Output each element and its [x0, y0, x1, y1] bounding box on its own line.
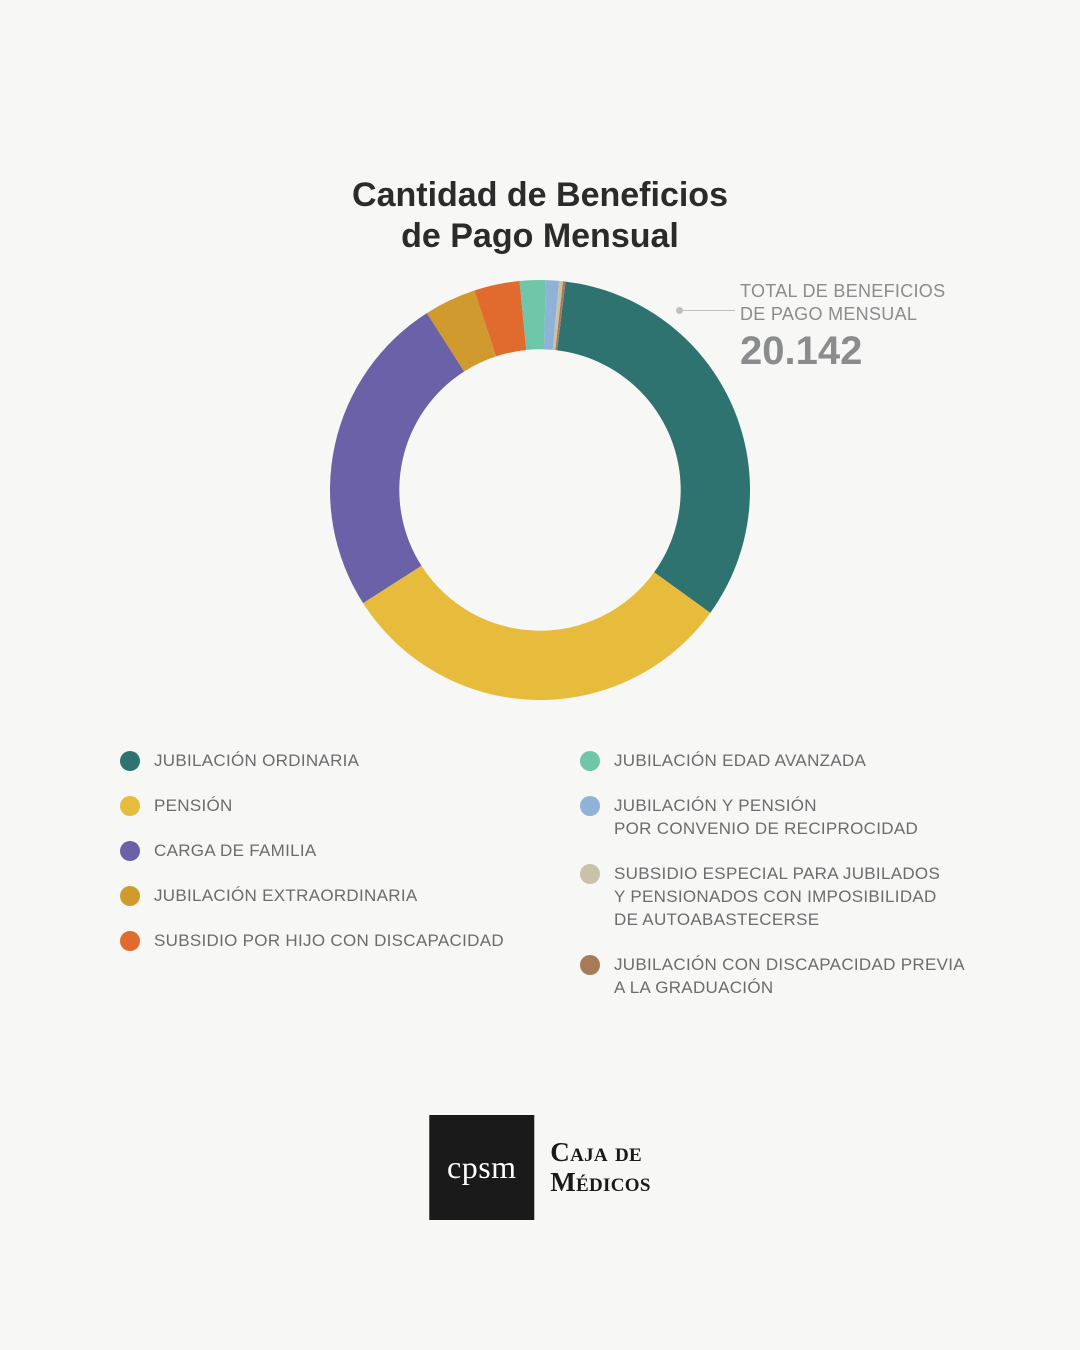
legend-label: JUBILACIÓN EXTRAORDINARIA [154, 885, 418, 908]
donut-segment-jubilacion_ordinaria [557, 282, 750, 613]
legend-label: JUBILACIÓN Y PENSIÓNPOR CONVENIO DE RECI… [614, 795, 918, 841]
donut-segment-pension [363, 566, 710, 700]
legend-label: JUBILACIÓN EDAD AVANZADA [614, 750, 866, 773]
total-callout: TOTAL DE BENEFICIOS DE PAGO MENSUAL 20.1… [740, 280, 1020, 374]
legend-column-1: JUBILACIÓN ORDINARIA PENSIÓN CARGA DE FAMI… [120, 750, 540, 1000]
chart-title: Cantidad de Beneficios de Pago Mensual [0, 175, 1080, 257]
legend-item: PENSIÓN [120, 795, 540, 818]
legend-label: SUBSIDIO ESPECIAL PARA JUBILADOSY PENSIO… [614, 863, 940, 932]
legend-column-2: JUBILACIÓN EDAD AVANZADA JUBILACIÓN Y PEN… [580, 750, 1000, 1000]
donut-segment-carga_de_familia [330, 313, 464, 603]
legend-swatch [580, 864, 600, 884]
callout-value: 20.142 [740, 329, 1020, 374]
legend-item: JUBILACIÓN CON DISCAPACIDAD PREVIAA LA G… [580, 954, 1000, 1000]
legend-item: SUBSIDIO ESPECIAL PARA JUBILADOSY PENSIO… [580, 863, 1000, 932]
legend-item: JUBILACIÓN EXTRAORDINARIA [120, 885, 540, 908]
donut-chart-svg [330, 280, 750, 700]
title-line-1: Cantidad de Beneficios [352, 176, 728, 214]
title-line-2: de Pago Mensual [401, 217, 679, 255]
callout-label-line-1: TOTAL DE BENEFICIOS [740, 281, 945, 301]
legend-swatch [580, 955, 600, 975]
legend-item: JUBILACIÓN Y PENSIÓNPOR CONVENIO DE RECI… [580, 795, 1000, 841]
legend-label: CARGA DE FAMILIA [154, 840, 317, 863]
legend-swatch [580, 751, 600, 771]
legend-swatch [120, 886, 140, 906]
logo-text: Caja de Médicos [550, 1138, 650, 1197]
footer-logo: cpsm Caja de Médicos [429, 1115, 650, 1220]
legend-item: JUBILACIÓN ORDINARIA [120, 750, 540, 773]
logo-text-line-2: Médicos [550, 1168, 650, 1198]
callout-label: TOTAL DE BENEFICIOS DE PAGO MENSUAL [740, 280, 1020, 325]
legend-swatch [120, 751, 140, 771]
legend-item: SUBSIDIO POR HIJO CON DISCAPACIDAD [120, 930, 540, 953]
callout-leader-dot [676, 307, 683, 314]
infographic-container: Cantidad de Beneficios de Pago Mensual T… [0, 0, 1080, 1350]
legend-swatch [120, 841, 140, 861]
legend-item: CARGA DE FAMILIA [120, 840, 540, 863]
logo-text-line-1: Caja de [550, 1138, 650, 1168]
legend-swatch [580, 796, 600, 816]
callout-leader-line [680, 310, 735, 311]
legend-item: JUBILACIÓN EDAD AVANZADA [580, 750, 1000, 773]
legend-label: JUBILACIÓN ORDINARIA [154, 750, 359, 773]
legend-label: PENSIÓN [154, 795, 233, 818]
legend-label: SUBSIDIO POR HIJO CON DISCAPACIDAD [154, 930, 504, 953]
chart-legend: JUBILACIÓN ORDINARIA PENSIÓN CARGA DE FAMI… [120, 750, 1000, 1000]
donut-chart [330, 280, 750, 700]
legend-swatch [120, 931, 140, 951]
legend-swatch [120, 796, 140, 816]
logo-box: cpsm [429, 1115, 534, 1220]
logo-box-text: cpsm [447, 1149, 517, 1186]
legend-label: JUBILACIÓN CON DISCAPACIDAD PREVIAA LA G… [614, 954, 965, 1000]
callout-label-line-2: DE PAGO MENSUAL [740, 304, 917, 324]
